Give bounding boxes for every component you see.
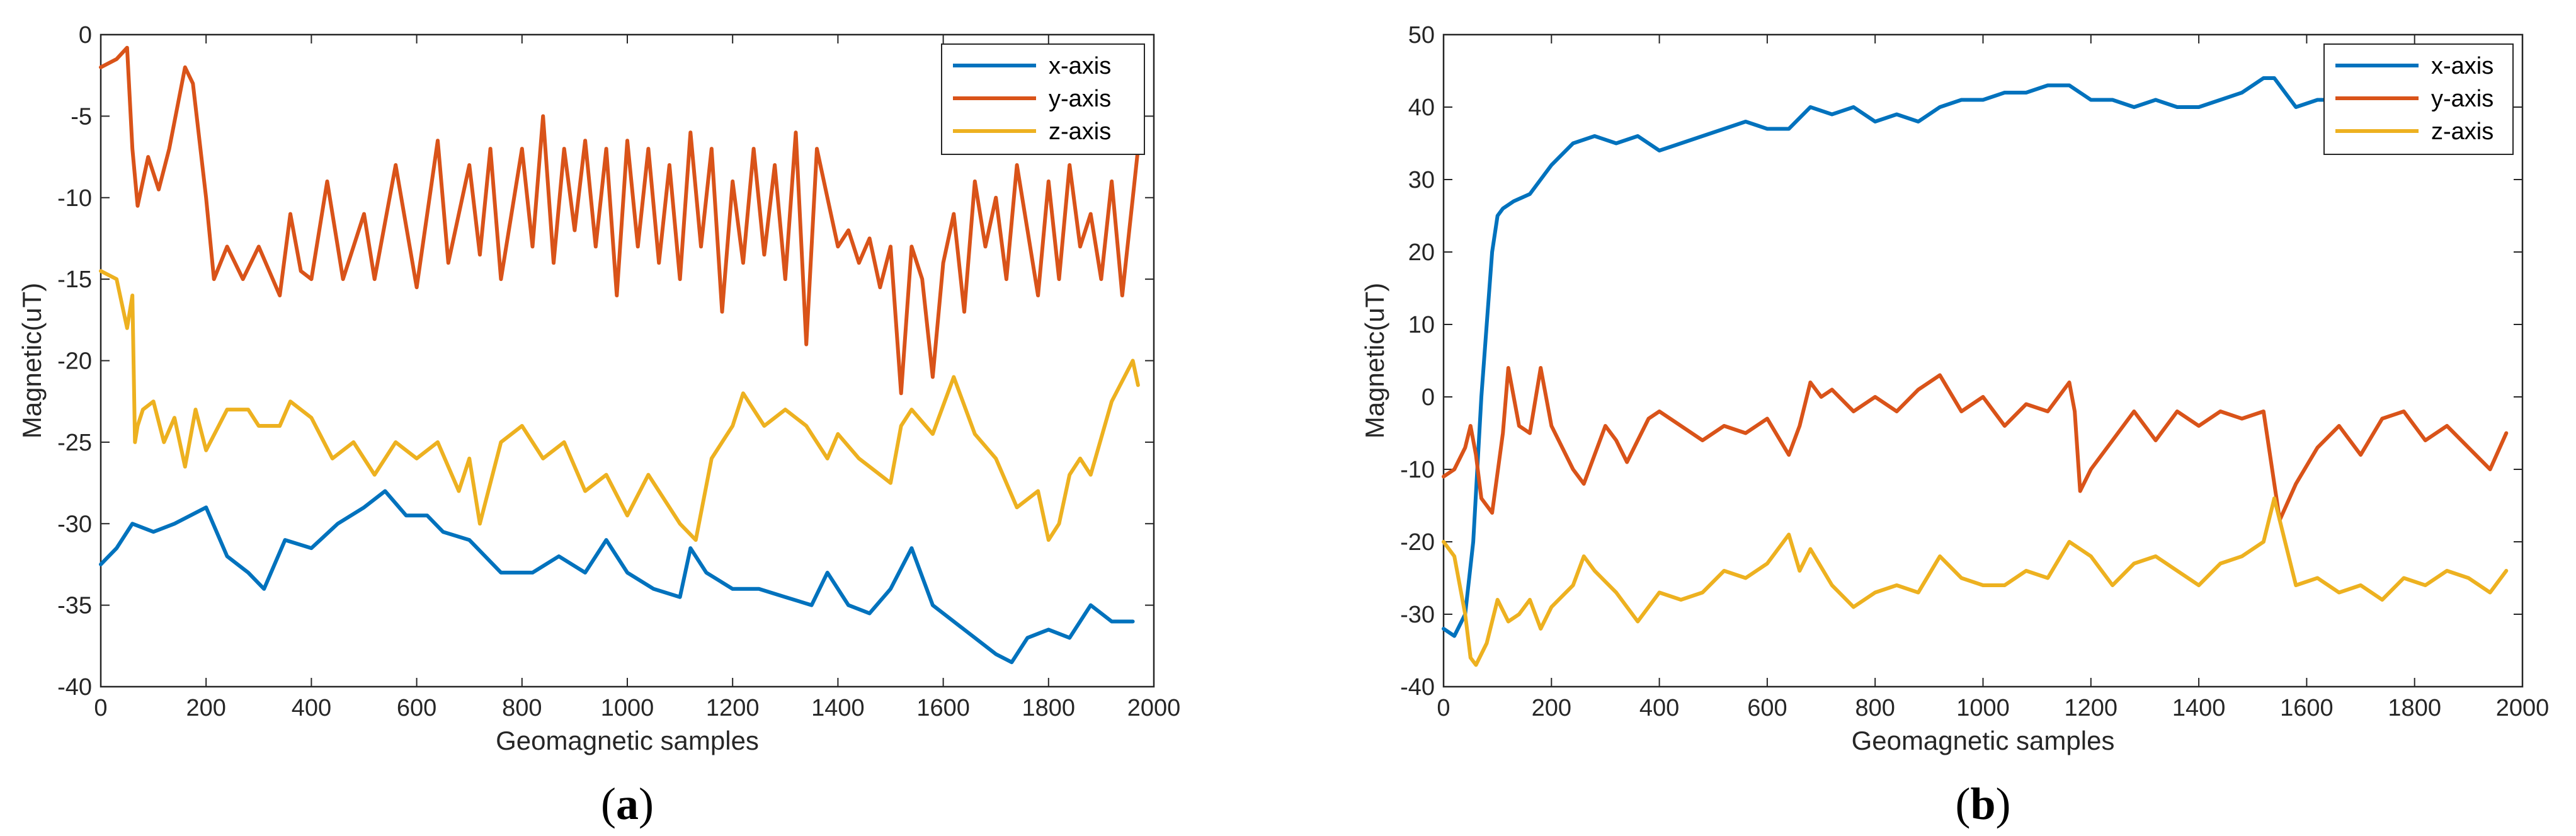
- x-tick-label: 1400: [811, 695, 865, 721]
- x-tick-label: 0: [1437, 695, 1450, 721]
- x-tick-label: 800: [502, 695, 542, 721]
- x-tick-label: 1800: [1022, 695, 1076, 721]
- y-axis-label: Magnetic(uT): [1360, 283, 1389, 438]
- series-line-z-axis: [1442, 496, 2509, 667]
- x-axis-label: Geomagnetic samples: [1852, 726, 2115, 755]
- y-tick-label: -30: [57, 511, 92, 537]
- y-tick-label: -35: [57, 593, 92, 619]
- x-tick-label: 400: [1639, 695, 1679, 721]
- x-tick-label: 2000: [1127, 695, 1181, 721]
- y-tick-label: 10: [1408, 312, 1435, 338]
- x-tick-label: 600: [1747, 695, 1787, 721]
- panel-label: (a): [601, 779, 654, 829]
- x-tick-label: 1400: [2172, 695, 2226, 721]
- legend: x-axis y-axis z-axis: [2323, 43, 2514, 155]
- y-tick-label: 50: [1408, 22, 1435, 49]
- x-tick-label: 200: [186, 695, 225, 721]
- y-tick-label: -10: [1400, 457, 1435, 483]
- series-line-y-axis: [99, 45, 1140, 396]
- chart-panel-a: 0 200 400 600 800 1000 1200 1400 1600 1800 2000 0 -5…: [17, 22, 1180, 829]
- panel-label: (b): [1955, 779, 2010, 829]
- x-tick-label: 600: [397, 695, 436, 721]
- y-tick-label: 30: [1408, 167, 1435, 193]
- x-tick-label: 400: [292, 695, 331, 721]
- x-tick-label: 0: [94, 695, 107, 721]
- legend: x-axis y-axis z-axis: [941, 43, 1145, 155]
- legend-label: x-axis: [2431, 53, 2493, 79]
- x-tick-label: 1000: [1956, 695, 2010, 721]
- x-tick-label: 1000: [601, 695, 654, 721]
- x-tick-label: 200: [1532, 695, 1571, 721]
- y-tick-label: -25: [57, 430, 92, 456]
- x-axis-label: Geomagnetic samples: [496, 726, 759, 755]
- x-tick-label: 1200: [706, 695, 760, 721]
- y-tick-label: -20: [1400, 529, 1435, 556]
- y-axis-label: Magnetic(uT): [17, 283, 47, 438]
- x-tick-label: 800: [1855, 695, 1895, 721]
- series-line-x-axis: [1442, 76, 2509, 638]
- x-tick-label: 2000: [2496, 695, 2550, 721]
- y-tick-label: -40: [57, 674, 92, 701]
- x-tick-label: 1200: [2065, 695, 2118, 721]
- x-tick-label: 1600: [2280, 695, 2334, 721]
- y-tick-label: -30: [1400, 602, 1435, 628]
- y-tick-label: 40: [1408, 94, 1435, 121]
- y-tick-label: -40: [1400, 674, 1435, 701]
- y-tick-label: -5: [71, 103, 92, 130]
- y-tick-label: -15: [57, 266, 92, 293]
- legend-label: y-axis: [1049, 86, 1111, 112]
- y-tick-label: -20: [57, 348, 92, 375]
- y-tick-label: 0: [79, 22, 92, 49]
- y-tick-label: 20: [1408, 239, 1435, 266]
- legend-label: z-axis: [1049, 118, 1111, 145]
- series-line-z-axis: [99, 269, 1140, 542]
- x-tick-label: 1600: [916, 695, 970, 721]
- chart-panel-b: 0 200 400 600 800 1000 1200 1400 1600 1800 2000504…: [1360, 22, 2549, 829]
- legend-label: y-axis: [2431, 86, 2493, 112]
- y-tick-label: -10: [57, 185, 92, 212]
- legend-label: x-axis: [1049, 53, 1111, 79]
- series-line-x-axis: [99, 489, 1135, 665]
- y-tick-label: 0: [1422, 384, 1435, 411]
- legend-label: z-axis: [2431, 118, 2493, 145]
- x-tick-label: 1800: [2388, 695, 2441, 721]
